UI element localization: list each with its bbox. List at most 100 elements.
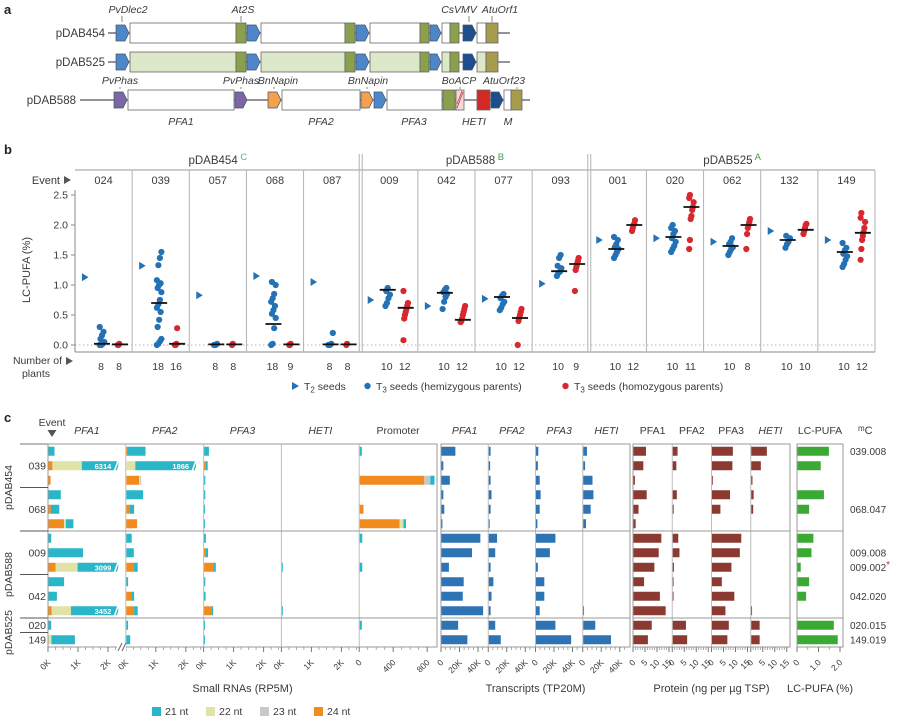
event-id: 077 [494, 175, 512, 187]
tick-label: 40K [559, 657, 577, 675]
section-box [47, 443, 438, 648]
protein-bar [633, 635, 648, 645]
construct-name: pDAB525 [56, 57, 105, 69]
event-id: 009 [380, 175, 398, 187]
srna-bar-21nt [135, 461, 197, 471]
tick-label: 20K [588, 657, 606, 675]
transcript-bar [488, 620, 496, 630]
hemi-dot [271, 302, 279, 310]
srna-bar-24nt [204, 606, 212, 616]
column-header: HETI [758, 425, 782, 437]
srna-bar-21nt [129, 504, 135, 514]
protein-bar [712, 562, 732, 572]
protein-bar [751, 446, 767, 456]
protein-bar [672, 461, 677, 471]
hemi-dot [156, 316, 163, 323]
construct-name: pDAB454 [56, 28, 106, 40]
promoter-arrow [429, 53, 442, 71]
terminator-box [419, 22, 430, 44]
n-plants-hemi: 8 [212, 361, 218, 373]
hemi-dot [669, 221, 676, 229]
event-id: 020 [28, 620, 46, 632]
srna-bar-24nt [126, 519, 138, 529]
bar-break-icon [194, 459, 200, 472]
n-plants-homo: 10 [799, 361, 811, 373]
homo-dot [174, 325, 181, 332]
nt-legend-swatch [206, 707, 215, 716]
promoter-arrow [115, 53, 130, 71]
srna-bar-22nt [55, 562, 78, 572]
srna-bar-21nt [126, 620, 129, 630]
transcript-bar [488, 591, 492, 601]
y-tick-label: 1.0 [53, 280, 68, 292]
transcript-bar [441, 475, 450, 485]
srna-bar-21nt [204, 620, 205, 630]
transcript-bar [441, 461, 444, 471]
tick-label: 0 [666, 657, 677, 668]
transcript-bar [583, 504, 591, 514]
n-plants-hemi: 10 [438, 361, 450, 373]
protein-bar [672, 591, 674, 601]
srna-bar-21nt [403, 519, 407, 529]
t2-seed-triangle [482, 294, 489, 303]
nt-legend-swatch [314, 707, 323, 716]
transcript-bar [488, 490, 492, 500]
tick-label: 0K [38, 657, 53, 672]
n-plants-homo: 16 [170, 361, 182, 373]
hemi-dot [158, 248, 165, 256]
legend-dot-icon [364, 382, 371, 390]
transcript-bar [583, 446, 587, 456]
n-plants-homo: 9 [573, 361, 579, 373]
bar-break-icon [116, 459, 123, 472]
transcript-bar [488, 562, 491, 572]
mc-line-label: 039.008 [850, 447, 887, 458]
atuorf1-box [485, 51, 499, 73]
element-label: HETI [462, 116, 486, 128]
event-id: 132 [780, 175, 798, 187]
nt-legend-label: 23 nt [273, 706, 296, 718]
srna-bar-24nt [48, 461, 53, 471]
srna-bar-24nt [48, 504, 51, 514]
transcript-bar [488, 548, 496, 558]
transcript-bar [536, 504, 540, 514]
srna-bar-21nt [359, 446, 362, 456]
protein-bar [712, 490, 730, 500]
element-label: AtuOrf23 [482, 75, 525, 87]
srna-bar-21nt [204, 446, 209, 456]
t2-seed-triangle [596, 236, 603, 244]
column-header: HETI [594, 425, 618, 437]
column-header: PFA3 [546, 425, 572, 437]
transcript-bar [583, 606, 585, 616]
n-plants-homo: 12 [627, 361, 639, 373]
tick-label: 5 [639, 657, 650, 668]
transcript-bar [441, 591, 463, 601]
lcpufa-bar [797, 620, 834, 630]
srna-bar-21nt [65, 519, 74, 529]
construct-group-label: pDAB588 [3, 552, 15, 597]
element-label: PFA1 [168, 116, 193, 128]
srna-bar-21nt [359, 533, 363, 543]
n-plants-homo: 8 [116, 361, 122, 373]
element-label: PvDlec2 [108, 4, 147, 16]
hemi-dot [272, 314, 279, 322]
transcript-bar [583, 461, 586, 471]
bar-break-icon [113, 561, 120, 574]
event-id: 093 [552, 175, 570, 187]
n-plants-homo: 8 [345, 361, 351, 373]
tick-label: 0 [353, 657, 364, 668]
srna-bar-21nt [204, 577, 206, 587]
homo-dot [631, 217, 639, 224]
homo-dot [575, 254, 582, 262]
n-plants-hemi: 10 [381, 361, 393, 373]
srna-bar-21nt [359, 620, 362, 630]
nt-legend-label: 24 nt [327, 706, 350, 718]
t2-seed-triangle [310, 278, 318, 286]
srna-bar-21nt [211, 606, 214, 616]
tick-label: 0 [745, 657, 756, 668]
homo-dot [571, 287, 578, 295]
protein-bar [712, 533, 742, 543]
tick-label: 15 [777, 657, 791, 671]
element-label: At2S [231, 4, 255, 16]
protein-bar [751, 606, 753, 616]
